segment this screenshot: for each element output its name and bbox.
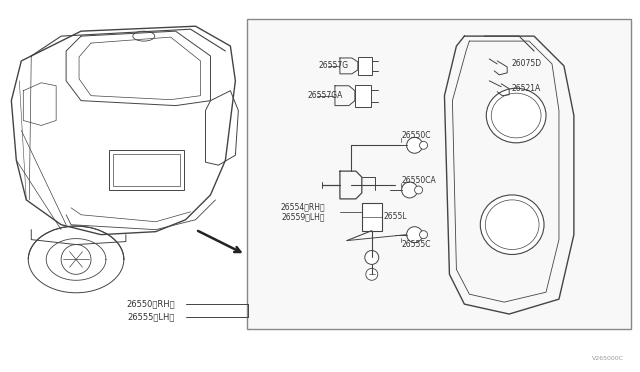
Bar <box>247 19 630 329</box>
Circle shape <box>406 227 422 243</box>
Circle shape <box>415 186 422 194</box>
Circle shape <box>366 268 378 280</box>
Text: 2655L: 2655L <box>384 212 407 221</box>
Ellipse shape <box>485 200 539 250</box>
Bar <box>113 154 180 186</box>
Ellipse shape <box>492 93 541 138</box>
Text: 26557G: 26557G <box>318 61 348 70</box>
Ellipse shape <box>480 195 544 254</box>
Text: 26550C: 26550C <box>402 131 431 140</box>
Circle shape <box>420 231 428 238</box>
Text: 26557GA: 26557GA <box>307 91 342 100</box>
Circle shape <box>365 250 379 264</box>
Bar <box>355 85 371 107</box>
Circle shape <box>61 244 91 274</box>
Text: 26521A: 26521A <box>511 84 540 93</box>
Bar <box>362 203 381 231</box>
Ellipse shape <box>133 31 155 41</box>
Text: 26555C: 26555C <box>402 240 431 249</box>
Text: 26075D: 26075D <box>511 60 541 68</box>
Bar <box>109 150 184 190</box>
Text: 26555〈LH〉: 26555〈LH〉 <box>127 312 175 321</box>
Circle shape <box>406 137 422 153</box>
Circle shape <box>420 141 428 149</box>
Bar <box>358 57 372 75</box>
Text: 26554〈RH〉: 26554〈RH〉 <box>280 202 325 211</box>
Text: 26559〈LH〉: 26559〈LH〉 <box>282 212 325 221</box>
Ellipse shape <box>486 88 546 143</box>
Circle shape <box>402 182 417 198</box>
Text: V265000C: V265000C <box>591 356 623 361</box>
Text: 26550〈RH〉: 26550〈RH〉 <box>127 299 175 309</box>
Text: 26550CA: 26550CA <box>402 176 436 185</box>
